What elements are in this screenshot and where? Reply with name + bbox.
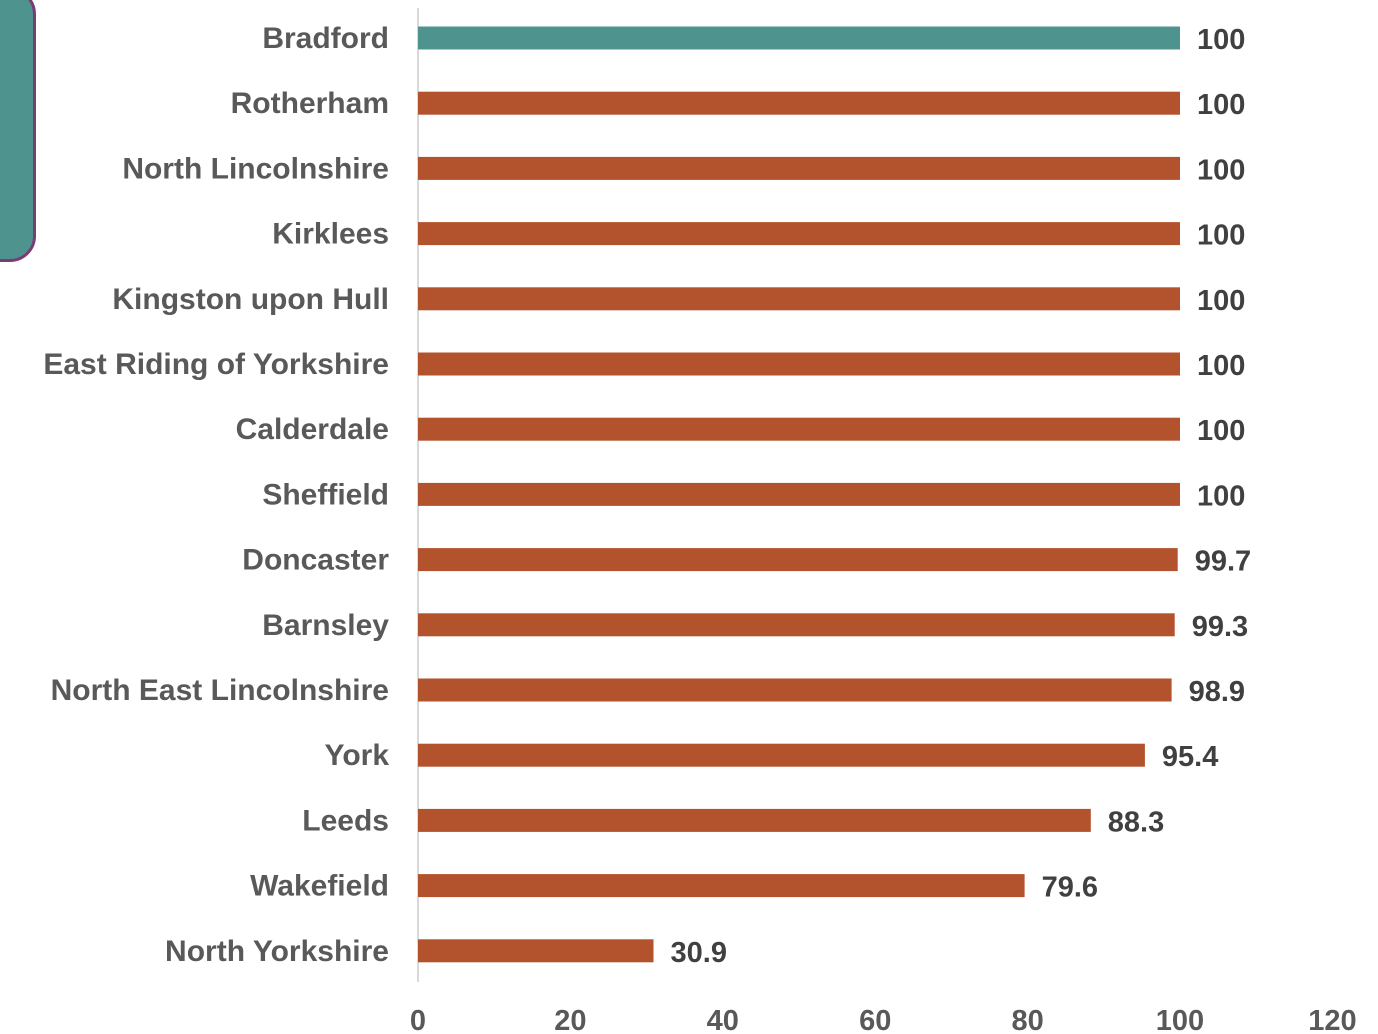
value-label: 100 bbox=[1197, 480, 1245, 512]
x-tick-label: 60 bbox=[859, 1005, 891, 1034]
category-label: Kingston upon Hull bbox=[112, 283, 389, 316]
value-label: 98.9 bbox=[1189, 676, 1245, 708]
bar-barnsley bbox=[418, 613, 1175, 637]
bar-east-riding-of-yorkshire bbox=[418, 352, 1180, 376]
bar-north-lincolnshire bbox=[418, 156, 1180, 180]
bar-york bbox=[418, 743, 1145, 767]
category-label: Wakefield bbox=[250, 870, 389, 903]
category-label: North Lincolnshire bbox=[122, 152, 389, 185]
category-label: North Yorkshire bbox=[165, 935, 389, 968]
category-label: Bradford bbox=[262, 22, 389, 55]
x-tick-label: 100 bbox=[1156, 1005, 1204, 1034]
x-tick-label: 0 bbox=[410, 1005, 426, 1034]
bar-leeds bbox=[418, 808, 1091, 832]
value-label: 99.7 bbox=[1195, 546, 1251, 578]
bars-layer bbox=[418, 26, 1180, 963]
bar-north-east-lincolnshire bbox=[418, 678, 1172, 702]
value-label: 100 bbox=[1197, 415, 1245, 447]
category-label: York bbox=[325, 739, 390, 772]
bar-sheffield bbox=[418, 482, 1180, 506]
value-label: 100 bbox=[1197, 24, 1245, 56]
category-label: Leeds bbox=[302, 804, 389, 837]
bar-kirklees bbox=[418, 222, 1180, 246]
bar-rotherham bbox=[418, 91, 1180, 115]
value-label: 100 bbox=[1197, 220, 1245, 252]
bar-doncaster bbox=[418, 548, 1178, 572]
value-label: 79.6 bbox=[1042, 872, 1098, 904]
value-label: 100 bbox=[1197, 350, 1245, 382]
value-label: 100 bbox=[1197, 154, 1245, 186]
category-label: Barnsley bbox=[262, 609, 389, 642]
bar-kingston-upon-hull bbox=[418, 287, 1180, 311]
value-label: 99.3 bbox=[1192, 611, 1248, 643]
category-label: Sheffield bbox=[262, 478, 389, 511]
bar-north-yorkshire bbox=[418, 939, 654, 963]
value-label: 88.3 bbox=[1108, 806, 1164, 838]
category-label: Calderdale bbox=[236, 413, 389, 446]
bar-calderdale bbox=[418, 417, 1180, 441]
x-tick-label: 80 bbox=[1011, 1005, 1043, 1034]
x-tick-label: 20 bbox=[554, 1005, 586, 1034]
value-label: 100 bbox=[1197, 89, 1245, 121]
side-tab-decoration bbox=[0, 0, 36, 262]
value-label: 100 bbox=[1197, 285, 1245, 317]
x-tick-label: 120 bbox=[1308, 1005, 1356, 1034]
category-label: East Riding of Yorkshire bbox=[43, 348, 389, 381]
bar-bradford bbox=[418, 26, 1180, 50]
category-label: Kirklees bbox=[272, 218, 389, 251]
category-label: North East Lincolnshire bbox=[51, 674, 389, 707]
category-label: Doncaster bbox=[242, 544, 389, 577]
ticks-layer: 0 20 40 60 80 100 120 bbox=[410, 1005, 1357, 1034]
value-label: 95.4 bbox=[1162, 741, 1218, 773]
labels-layer: Bradford 100 Rotherham 100 North Lincolnshir… bbox=[43, 22, 1251, 969]
bar-wakefield bbox=[418, 874, 1025, 898]
category-label: Rotherham bbox=[231, 87, 389, 120]
x-tick-label: 40 bbox=[707, 1005, 739, 1034]
value-label: 30.9 bbox=[671, 937, 727, 969]
